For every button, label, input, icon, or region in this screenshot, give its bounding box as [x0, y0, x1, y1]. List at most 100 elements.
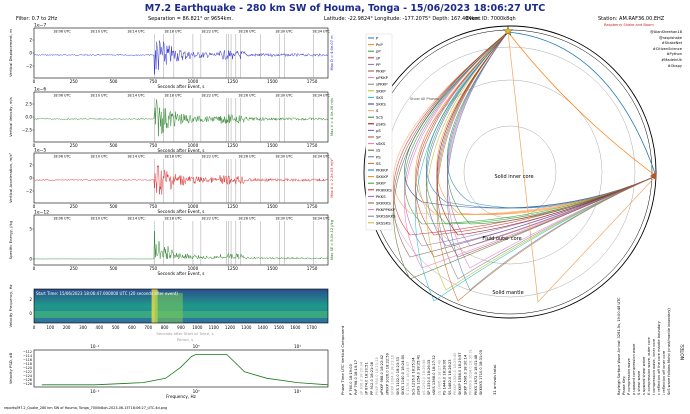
x-tick-label: 1500 — [267, 79, 278, 84]
y-axis-label: Vertical Displacement, m — [8, 29, 13, 77]
credits-list: @AlanSheehan18 @raspishake #ShakeNet #Citiz… — [640, 30, 682, 69]
legend-entry: PP — [376, 62, 381, 67]
time-label: 18:26 UTC — [238, 94, 256, 98]
max-value-label: Max SE = 8.0e-12 J/kg — [330, 220, 334, 260]
psd-frame — [33, 349, 329, 388]
credit-line: #Obspy — [667, 63, 682, 68]
time-label: 18:30 UTC — [275, 30, 293, 34]
spectrogram-x-tick: 1200 — [225, 325, 236, 330]
legend-entry: SKKP — [376, 88, 386, 93]
ray-path — [436, 31, 657, 258]
legend-entry: SKKSSKKS — [376, 214, 396, 219]
spectrogram-x-tick: 500 — [112, 325, 120, 330]
x-tick-label: 1000 — [188, 266, 199, 271]
waveform-trace — [33, 165, 329, 195]
table-row: S 1178.0 18:24:07 — [406, 362, 410, 395]
table-row: PKKKP 1520.0 18:29:40 — [453, 352, 457, 395]
time-label: 18:30 UTC — [275, 155, 293, 159]
max-value-label: Max D = 4.6e-07 m — [330, 35, 334, 71]
y-axis-label: Specific Energy, J/kg — [8, 220, 13, 259]
psd-x-label: Frequency, Hz — [166, 394, 196, 399]
time-label: 18:14 UTC — [127, 155, 145, 159]
table-footer: 31 arrivals total. — [492, 364, 497, 395]
legend-entry: pP — [376, 49, 381, 54]
legend-entry: sPKKP — [376, 82, 388, 87]
x-tick-label: 1750 — [307, 204, 318, 209]
table-row: SS 1482.0 18:28:23 — [448, 359, 452, 395]
time-label: 18:22 UTC — [201, 217, 219, 221]
x-tick-label: 0 — [33, 79, 36, 84]
ray-path — [393, 31, 657, 236]
time-label: 18:34 UTC — [312, 30, 330, 34]
x-tick-label: 1500 — [267, 204, 278, 209]
legend-box — [365, 33, 393, 231]
spectrogram-x-tick: 200 — [63, 325, 71, 330]
psd-y-tick: −126 — [23, 378, 32, 382]
notes-line: Rayleigh Surface Wave Arrival: 3261.5s, … — [617, 297, 621, 395]
station-subtitle: Raspberry Shake and Boom — [604, 23, 654, 27]
x-tick-label: 1000 — [188, 143, 199, 148]
spectrogram-x-tick: 0 — [33, 325, 36, 330]
y-tick-label: 2 — [29, 163, 32, 168]
table-row: PKKS 1672.0 18:31:48 — [474, 354, 478, 395]
spectrogram-x-tick: 1600 — [290, 325, 301, 330]
notes-line: i reflection off inner core — [662, 350, 666, 395]
waveform-trace — [33, 99, 329, 137]
spectrogram-caption: Start Time: 15/06/2023 18:06:47.000000 U… — [36, 291, 178, 296]
credit-line: @raspishake — [659, 35, 682, 40]
ray-path — [393, 31, 657, 215]
psd-y-label: Velocity PSD, dB — [8, 353, 13, 385]
notes-line: Phase Key: — [622, 376, 626, 395]
psd-line — [41, 354, 329, 386]
x-tick-label: 250 — [70, 143, 78, 148]
spectrogram: Start Time: 15/06/2023 18:06:47.000000 U… — [8, 285, 329, 342]
x-axis-label: Seconds after Event, s — [157, 84, 204, 89]
ray-path — [415, 31, 657, 236]
x-axis-label: Seconds after Event, s — [157, 271, 204, 276]
legend-entry: sP — [376, 55, 381, 60]
psd-top-tick: 10⁻¹ — [90, 344, 100, 349]
spectrogram-x-tick: 1100 — [209, 325, 220, 330]
legend-entry: PKKKP — [376, 168, 389, 173]
ray-path — [426, 31, 657, 247]
time-label: 18:18 UTC — [164, 94, 182, 98]
x-tick-label: 500 — [109, 266, 117, 271]
x-tick-label: 1500 — [267, 143, 278, 148]
x-axis-label: Seconds after Event, s — [157, 209, 204, 214]
trace-panel: 1e−12 18:06 UTC 18:10 UTC 18:14 UTC 18:18 UT… — [8, 210, 334, 277]
table-row: sSKS 1368.0 18:27:32 — [432, 355, 436, 395]
time-label: 18:06 UTC — [53, 217, 71, 221]
spectrogram-x-label: Seconds after Start of Trace, s — [156, 331, 213, 336]
ray-path — [415, 31, 657, 215]
outer-core-label: Fluid outer core — [482, 236, 521, 242]
mantle-label: Solid mantle — [492, 290, 523, 296]
y-tick-label: 0 — [29, 257, 32, 262]
time-label: 18:18 UTC — [164, 217, 182, 221]
y-tick-label: 0.0 — [25, 115, 32, 120]
psd-x-tick: 10⁻¹ — [90, 389, 100, 394]
ray-path — [446, 31, 657, 247]
table-row: SKKKP 1558.0 18:29:57 — [458, 352, 462, 395]
time-label: 18:10 UTC — [90, 30, 108, 34]
time-label: 18:26 UTC — [238, 30, 256, 34]
x-tick-label: 500 — [109, 79, 117, 84]
psd-y-tick: −124 — [23, 374, 32, 378]
psd-y-tick: −118 — [23, 362, 32, 366]
legend-entry: SKS — [376, 95, 384, 100]
legend-entry: P — [376, 36, 379, 41]
notes: NOTES: Rayleigh Surface Wave Arrival: 326… — [617, 297, 686, 395]
legend-entry: pPKKP — [376, 75, 389, 80]
ray-path — [425, 31, 657, 209]
spectrogram-x-tick: 700 — [145, 325, 153, 330]
credit-line: #MadeInUk — [661, 57, 682, 62]
chart-title: M7.2 Earthquake - 280 km SW of Houma, To… — [144, 3, 546, 14]
legend-entry: pSKS — [376, 121, 386, 126]
globe-ring — [417, 79, 603, 265]
credit-line: #CitizenScience — [652, 46, 682, 51]
legend-entry: SS — [376, 161, 381, 166]
spectrogram-x-tick: 600 — [128, 325, 136, 330]
time-label: 18:34 UTC — [312, 155, 330, 159]
y-tick-label: 2 — [29, 38, 32, 43]
psd-top-tick: 10¹ — [294, 344, 301, 349]
